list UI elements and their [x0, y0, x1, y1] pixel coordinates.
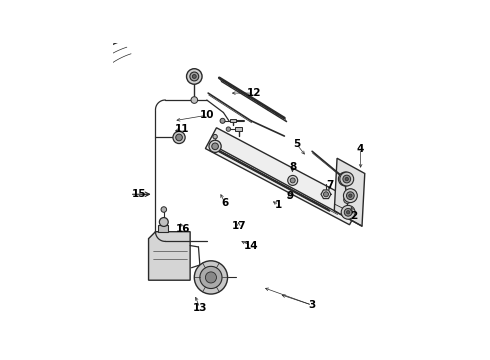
Polygon shape — [158, 225, 168, 232]
Text: 4: 4 — [357, 144, 364, 153]
Circle shape — [349, 194, 352, 197]
Circle shape — [346, 192, 354, 199]
Circle shape — [212, 143, 219, 150]
Text: 13: 13 — [193, 303, 207, 313]
Text: 7: 7 — [326, 180, 334, 190]
Text: 3: 3 — [309, 300, 316, 310]
Circle shape — [159, 217, 168, 226]
Polygon shape — [230, 119, 236, 122]
Circle shape — [187, 69, 202, 84]
Polygon shape — [205, 128, 361, 225]
Circle shape — [173, 131, 185, 144]
Text: 17: 17 — [231, 221, 246, 231]
Polygon shape — [334, 158, 365, 226]
Text: 5: 5 — [293, 139, 300, 149]
Circle shape — [195, 261, 227, 294]
Circle shape — [220, 118, 225, 123]
Text: 9: 9 — [286, 191, 294, 201]
Polygon shape — [321, 190, 331, 199]
Circle shape — [226, 127, 231, 131]
Circle shape — [343, 189, 357, 203]
Circle shape — [340, 172, 354, 186]
Circle shape — [339, 172, 352, 186]
Circle shape — [213, 134, 217, 139]
Text: 2: 2 — [350, 211, 357, 221]
Text: 15: 15 — [132, 189, 146, 199]
Text: 16: 16 — [176, 224, 191, 234]
Circle shape — [290, 178, 295, 183]
Text: 12: 12 — [246, 88, 261, 98]
Circle shape — [343, 175, 351, 183]
Text: 1: 1 — [275, 201, 282, 210]
Circle shape — [161, 207, 167, 212]
Polygon shape — [148, 232, 190, 280]
Circle shape — [343, 196, 351, 203]
Polygon shape — [235, 127, 242, 131]
Circle shape — [176, 134, 182, 141]
Circle shape — [190, 72, 199, 81]
Circle shape — [205, 272, 217, 283]
Circle shape — [346, 211, 350, 214]
Text: 14: 14 — [244, 240, 258, 251]
Circle shape — [193, 75, 196, 78]
Circle shape — [342, 175, 349, 183]
Circle shape — [288, 175, 298, 185]
Text: 11: 11 — [174, 124, 189, 134]
Circle shape — [200, 266, 222, 288]
Circle shape — [345, 177, 348, 181]
Circle shape — [191, 97, 197, 103]
Text: 8: 8 — [289, 162, 296, 172]
Text: 10: 10 — [199, 110, 214, 120]
Circle shape — [323, 192, 328, 197]
Circle shape — [209, 140, 221, 152]
Circle shape — [344, 208, 352, 216]
Circle shape — [341, 205, 355, 219]
Text: 6: 6 — [221, 198, 228, 208]
